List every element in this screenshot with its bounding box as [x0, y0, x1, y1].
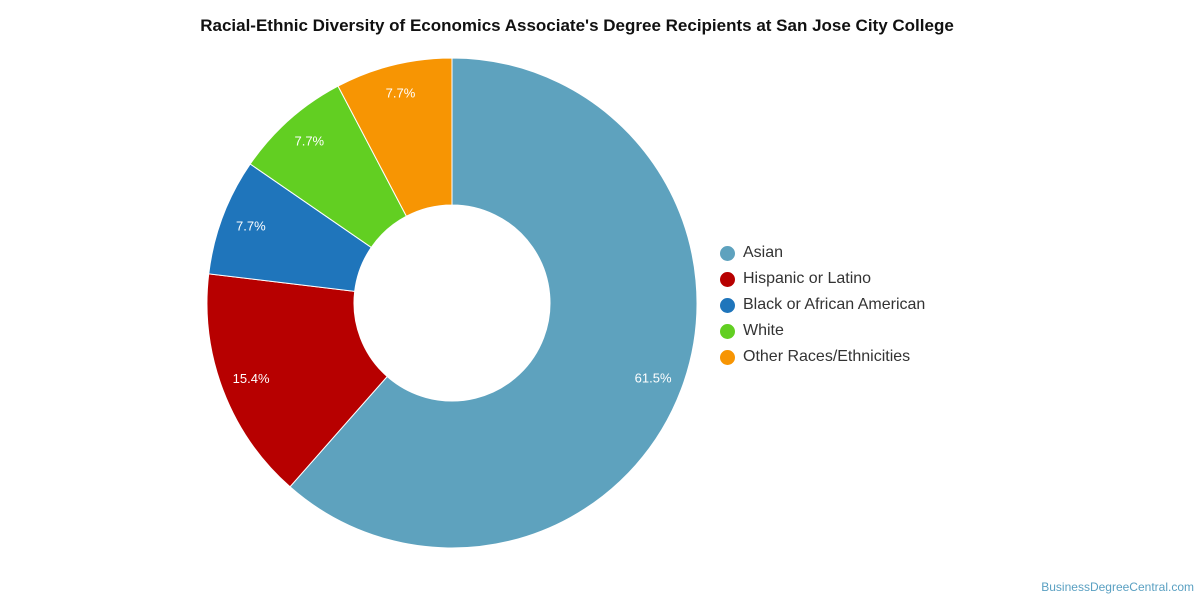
legend-item-other-races-ethnicities[interactable]: Other Races/Ethnicities — [720, 344, 925, 370]
legend-item-black-or-african-american[interactable]: Black or African American — [720, 292, 925, 318]
site-watermark[interactable]: BusinessDegreeCentral.com — [1041, 580, 1194, 594]
slice-label-asian: 61.5% — [635, 370, 672, 385]
slice-asian[interactable] — [289, 57, 698, 549]
slice-hispanic-or-latino[interactable] — [206, 273, 388, 488]
slice-other-races-ethnicities[interactable] — [337, 57, 453, 217]
legend-swatch-icon — [720, 297, 735, 313]
legend-label: White — [743, 322, 784, 339]
legend-swatch-icon — [720, 271, 735, 287]
slice-label-hispanic-or-latino: 15.4% — [233, 371, 270, 386]
legend-label: Asian — [743, 244, 784, 261]
chart-title: Racial-Ethnic Diversity of Economics Ass… — [200, 16, 954, 35]
slice-label-white: 7.7% — [294, 134, 324, 149]
chart-legend: Asian Hispanic or Latino Black or Africa… — [720, 240, 925, 370]
legend-item-hispanic-or-latino[interactable]: Hispanic or Latino — [720, 266, 925, 292]
legend-swatch-icon — [720, 323, 735, 339]
legend-swatch-icon — [720, 245, 735, 261]
legend-label: Hispanic or Latino — [743, 270, 872, 287]
slice-label-other-races-ethnicities: 7.7% — [386, 86, 416, 101]
legend-item-white[interactable]: White — [720, 318, 925, 344]
legend-item-asian[interactable]: Asian — [720, 240, 925, 266]
legend-label: Black or African American — [743, 296, 926, 313]
legend-swatch-icon — [720, 349, 735, 365]
slice-label-black-or-african-american: 7.7% — [236, 218, 266, 233]
legend-label: Other Races/Ethnicities — [743, 348, 911, 365]
